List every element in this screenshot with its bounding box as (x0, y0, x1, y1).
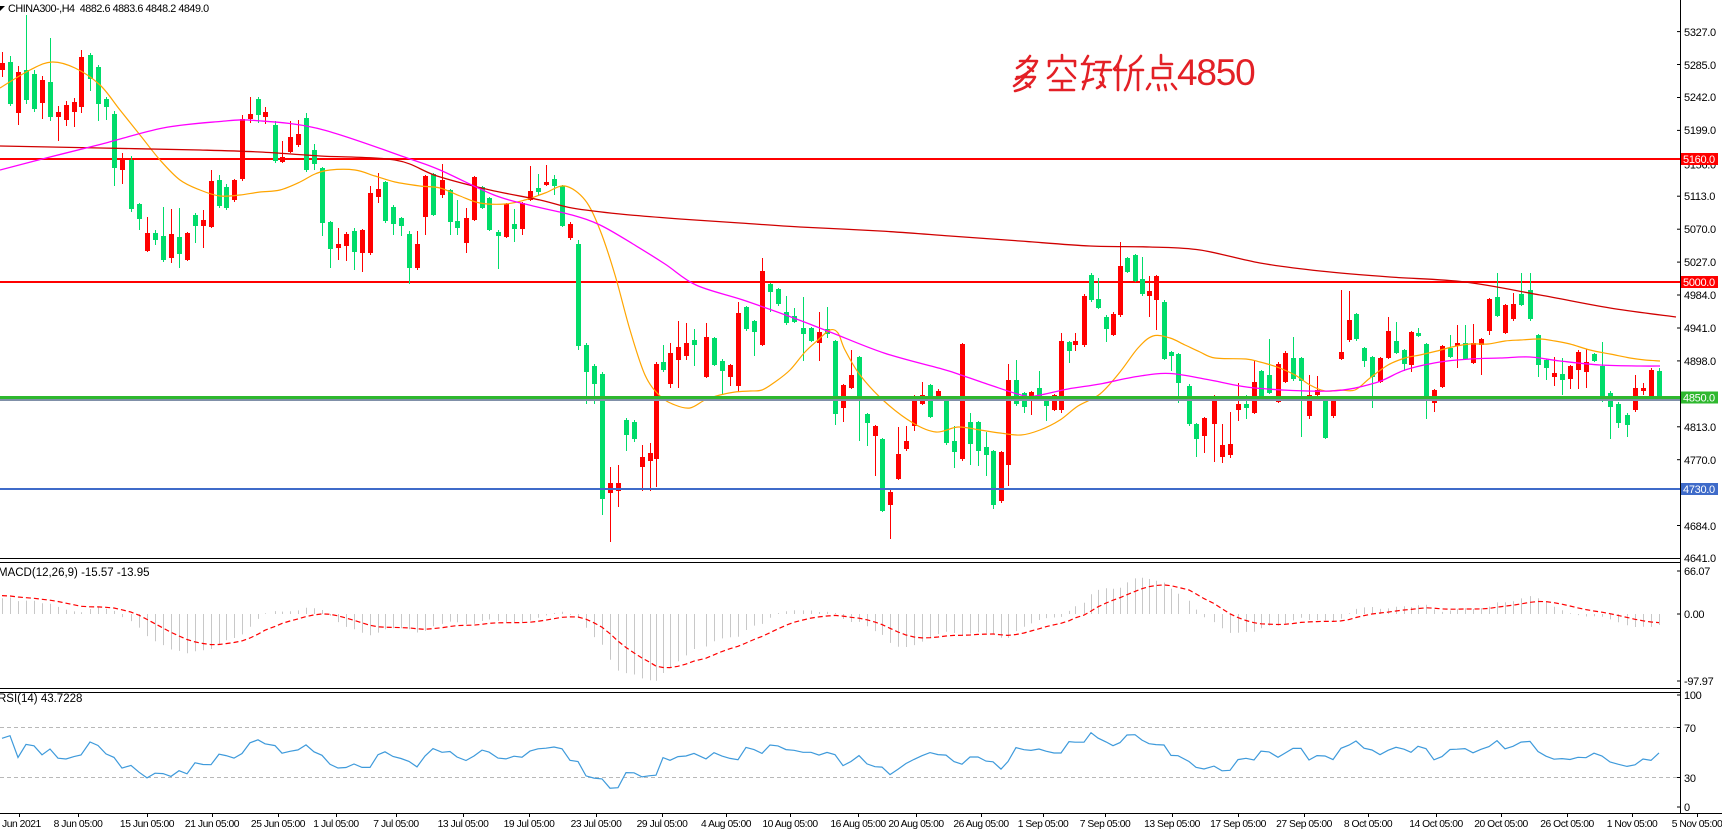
svg-text:0.00: 0.00 (1684, 609, 1704, 621)
svg-text:26 Aug 05:00: 26 Aug 05:00 (953, 819, 1009, 830)
svg-text:4684.0: 4684.0 (1684, 521, 1716, 533)
svg-text:100: 100 (1684, 690, 1702, 702)
svg-text:7 Sep 05:00: 7 Sep 05:00 (1080, 819, 1131, 830)
svg-text:7 Jul 05:00: 7 Jul 05:00 (373, 819, 419, 830)
svg-text:15 Jun 05:00: 15 Jun 05:00 (120, 819, 175, 830)
svg-text:20 Oct 05:00: 20 Oct 05:00 (1474, 819, 1528, 830)
svg-text:5160.0: 5160.0 (1683, 154, 1715, 166)
svg-text:Jun 2021: Jun 2021 (2, 819, 41, 830)
svg-text:13 Sep 05:00: 13 Sep 05:00 (1144, 819, 1201, 830)
svg-text:23 Jul 05:00: 23 Jul 05:00 (571, 819, 622, 830)
svg-text:5242.0: 5242.0 (1684, 92, 1716, 104)
svg-text:4 Aug 05:00: 4 Aug 05:00 (701, 819, 752, 830)
svg-text:4941.0: 4941.0 (1684, 323, 1716, 335)
svg-text:4770.0: 4770.0 (1684, 455, 1716, 467)
svg-text:25 Jun 05:00: 25 Jun 05:00 (251, 819, 306, 830)
svg-text:27 Sep 05:00: 27 Sep 05:00 (1276, 819, 1333, 830)
svg-text:30: 30 (1684, 773, 1696, 785)
svg-text:14 Oct 05:00: 14 Oct 05:00 (1409, 819, 1463, 830)
svg-text:20 Aug 05:00: 20 Aug 05:00 (888, 819, 944, 830)
svg-text:8 Oct 05:00: 8 Oct 05:00 (1344, 819, 1393, 830)
svg-text:29 Jul 05:00: 29 Jul 05:00 (637, 819, 688, 830)
svg-text:4898.0: 4898.0 (1684, 356, 1716, 368)
svg-text:CHINA300-,H4 4882.6 4883.6 48: CHINA300-,H4 4882.6 4883.6 4848.2 4849.0 (8, 3, 209, 15)
svg-text:4984.0: 4984.0 (1684, 290, 1716, 302)
svg-text:RSI(14) 43.7228: RSI(14) 43.7228 (0, 693, 82, 705)
svg-text:1 Nov 05:00: 1 Nov 05:00 (1607, 819, 1658, 830)
svg-text:0: 0 (1684, 802, 1690, 814)
svg-text:5199.0: 5199.0 (1684, 125, 1716, 137)
svg-text:5285.0: 5285.0 (1684, 60, 1716, 72)
svg-text:MACD(12,26,9) -15.57 -13.95: MACD(12,26,9) -15.57 -13.95 (0, 567, 150, 579)
svg-text:5070.0: 5070.0 (1684, 224, 1716, 236)
svg-text:5327.0: 5327.0 (1684, 27, 1716, 39)
svg-text:4813.0: 4813.0 (1684, 422, 1716, 434)
svg-text:17 Sep 05:00: 17 Sep 05:00 (1210, 819, 1267, 830)
svg-text:16 Aug 05:00: 16 Aug 05:00 (830, 819, 886, 830)
svg-text:10 Aug 05:00: 10 Aug 05:00 (762, 819, 818, 830)
svg-text:19 Jul 05:00: 19 Jul 05:00 (504, 819, 555, 830)
svg-text:4730.0: 4730.0 (1683, 484, 1715, 496)
svg-text:1 Jul 05:00: 1 Jul 05:00 (313, 819, 359, 830)
svg-text:21 Jun 05:00: 21 Jun 05:00 (185, 819, 240, 830)
svg-text:4850: 4850 (1177, 52, 1255, 93)
svg-text:70: 70 (1684, 723, 1696, 735)
svg-text:66.07: 66.07 (1684, 566, 1710, 578)
svg-text:13 Jul 05:00: 13 Jul 05:00 (438, 819, 489, 830)
svg-text:5113.0: 5113.0 (1684, 191, 1715, 203)
svg-text:4850.0: 4850.0 (1683, 393, 1715, 405)
svg-text:5000.0: 5000.0 (1683, 277, 1715, 289)
svg-text:1 Sep 05:00: 1 Sep 05:00 (1018, 819, 1069, 830)
svg-text:26 Oct 05:00: 26 Oct 05:00 (1540, 819, 1594, 830)
svg-text:-97.97: -97.97 (1684, 676, 1714, 688)
svg-text:8 Jun 05:00: 8 Jun 05:00 (54, 819, 104, 830)
svg-text:4641.0: 4641.0 (1684, 553, 1716, 565)
svg-text:5 Nov 05:00: 5 Nov 05:00 (1672, 819, 1722, 830)
svg-text:5027.0: 5027.0 (1684, 257, 1716, 269)
